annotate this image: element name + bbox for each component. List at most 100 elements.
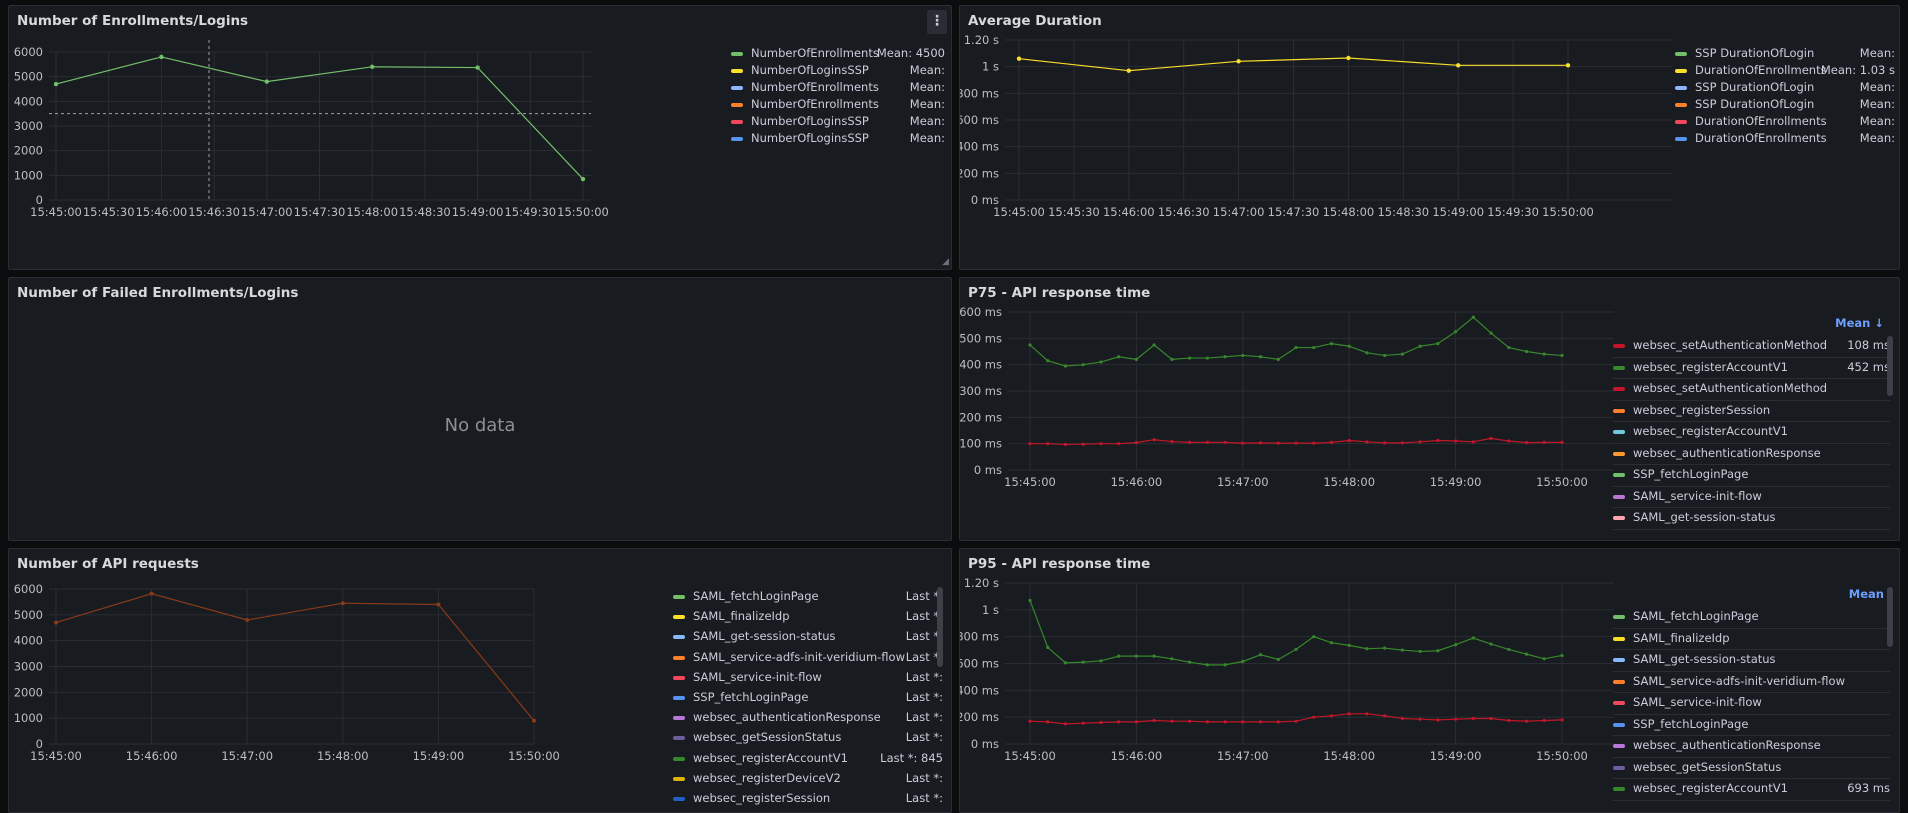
data-point [1276, 441, 1280, 445]
legend-sort-header[interactable]: Mean [1848, 587, 1884, 601]
legend-item[interactable]: websec_registerAccountV1 [1613, 422, 1890, 444]
legend-series-value: Mean: [1859, 131, 1895, 145]
legend-item[interactable]: SAML_get-session-status [1613, 650, 1890, 672]
panel-title: Number of API requests [17, 556, 199, 572]
y-tick-label: 400 ms [959, 683, 999, 697]
legend-series-value: 693 ms [1847, 781, 1890, 795]
legend-scrollbar[interactable] [1887, 336, 1893, 396]
legend-item[interactable]: SAML_service-init-flow [1613, 693, 1890, 715]
legend-series-value: Mean: [1859, 80, 1895, 94]
legend-item[interactable]: SAML_service-adfs-init-veridium-flow [1613, 672, 1890, 693]
x-tick-label: 15:49:00 [1432, 205, 1484, 219]
legend-item[interactable]: websec_registerAccountV1 452 ms [1613, 358, 1890, 379]
legend-color-swatch [1613, 636, 1625, 641]
legend-series-value: Last *: [905, 791, 943, 805]
legend-item[interactable]: SSP DurationOfLogin Mean: [1675, 95, 1895, 111]
x-tick-label: 15:49:30 [1487, 205, 1539, 219]
panel-duration: Average Duration 0 ms 200 ms 400 ms 600 ms 8… [959, 5, 1900, 270]
legend-item[interactable]: DurationOfEnrollments Mean: [1675, 129, 1895, 145]
legend-series-name: SSP_fetchLoginPage [1633, 467, 1749, 481]
legend-item[interactable]: websec_setAuthenticationMethod [1613, 379, 1890, 401]
legend-item[interactable]: SSP_fetchLoginPage [1613, 715, 1890, 736]
legend-color-swatch [673, 696, 685, 700]
legend-item[interactable]: NumberOfEnrollments Mean: 4500 [731, 44, 945, 60]
legend-color-swatch [1613, 344, 1625, 348]
legend-item[interactable]: websec_authenticationResponse Last *: [673, 708, 943, 727]
legend-item[interactable]: SAML_service-adfs-init-veridium-flow Last… [673, 648, 943, 667]
series-line [1029, 316, 1563, 367]
data-point [1046, 359, 1050, 363]
legend-item[interactable]: websec_registerDeviceV2 Last *: [673, 769, 943, 788]
data-point [1117, 720, 1121, 724]
data-point [1524, 652, 1529, 656]
legend-item[interactable]: SAML_get-session-status Last *: [673, 627, 943, 646]
legend-series-name: SAML_get-session-status [1633, 652, 1776, 666]
legend-item[interactable]: SSP_fetchLoginPage Last *: [673, 688, 943, 707]
x-tick-label: 15:47:30 [1268, 205, 1320, 219]
legend-item[interactable]: NumberOfEnrollments Mean: [731, 78, 945, 94]
legend-item[interactable]: SSP DurationOfLogin Mean: [1675, 44, 1895, 60]
data-point [1542, 657, 1546, 661]
data-point [1329, 342, 1334, 346]
legend-color-swatch [673, 675, 685, 680]
resize-handle[interactable]: ◢ [942, 257, 949, 267]
legend-item[interactable]: websec_registerSession [1613, 401, 1890, 422]
y-tick-label: 6000 [14, 45, 43, 59]
legend-color-swatch [1613, 365, 1625, 370]
panel-title: Number of Enrollments/Logins [17, 13, 249, 29]
legend-item[interactable]: websec_getSessionStatus [1613, 758, 1890, 779]
legend-color-swatch [1675, 103, 1687, 107]
legend-item[interactable]: NumberOfEnrollments Mean: [731, 95, 945, 111]
legend-scrollbar[interactable] [937, 587, 943, 667]
panel-menu-button[interactable]: ⋮ [927, 10, 947, 34]
data-point [1471, 315, 1475, 319]
legend-item[interactable]: websec_authenticationResponse [1613, 444, 1890, 465]
legend-series-name: SAML_service-init-flow [693, 669, 822, 684]
data-point [1507, 345, 1511, 350]
legend-item[interactable]: SAML_finalizeIdp [1613, 629, 1890, 650]
legend-item[interactable]: NumberOfLoginsSSP Mean: [731, 129, 945, 145]
legend-scrollbar[interactable] [1887, 587, 1893, 647]
x-tick-label: 15:48:30 [399, 205, 451, 219]
data-point [1152, 438, 1156, 442]
legend-sort-header[interactable]: Mean ↓ [1835, 316, 1884, 330]
legend-series-name: websec_authenticationResponse [1633, 445, 1821, 460]
y-tick-label: 5000 [14, 608, 43, 622]
legend-item[interactable]: websec_registerSession Last *: [673, 789, 943, 808]
legend-color-swatch [673, 655, 685, 660]
legend-item[interactable]: websec_setAuthenticationMethod 108 ms [1613, 336, 1890, 358]
legend-item[interactable]: SAML_fetchLoginPage [1613, 607, 1890, 629]
legend-item[interactable]: SAML_finalizeIdp Last *: [673, 607, 943, 626]
legend-item[interactable]: SAML_service-init-flow Last *: [673, 668, 943, 687]
data-point [1471, 636, 1475, 640]
data-point [1081, 660, 1085, 664]
legend-item[interactable]: SSP DurationOfLogin Mean: [1675, 78, 1895, 94]
x-tick-label: 15:47:00 [241, 205, 293, 219]
x-tick-label: 15:46:30 [1158, 205, 1210, 219]
legend-item[interactable]: DurationOfEnrollments Mean: 1.03 s [1675, 61, 1895, 77]
legend-series-name: NumberOfEnrollments [751, 80, 879, 94]
legend-item[interactable]: websec_registerAccountV1 Last *: 845 [673, 749, 943, 768]
legend-item[interactable]: websec_authenticationResponse [1613, 736, 1890, 758]
legend-color-swatch [1613, 787, 1625, 791]
legend-item[interactable]: websec_registerAccountV1 693 ms [1613, 779, 1890, 801]
legend-item[interactable]: SAML_service-init-flow [1613, 487, 1890, 508]
y-tick-label: 3000 [14, 119, 43, 133]
data-point [1099, 659, 1103, 663]
data-point [475, 65, 480, 70]
legend-series-value: Last *: [905, 710, 943, 725]
legend-item[interactable]: SAML_fetchLoginPage Last *: [673, 587, 943, 606]
data-point [1046, 442, 1050, 446]
legend-item[interactable]: websec_getSessionStatus Last *: [673, 728, 943, 747]
y-tick-label: 0 ms [971, 737, 999, 751]
legend-item[interactable]: NumberOfLoginsSSP Mean: [731, 61, 945, 77]
data-point [1117, 442, 1121, 446]
legend-item[interactable]: DurationOfEnrollments Mean: [1675, 112, 1895, 128]
legend-item[interactable]: NumberOfLoginsSSP Mean: [731, 112, 945, 128]
x-tick-label: 15:46:30 [188, 205, 240, 219]
data-point [436, 602, 441, 607]
legend-series-name: SAML_fetchLoginPage [1633, 609, 1759, 623]
legend-item[interactable]: SSP_fetchLoginPage [1613, 465, 1890, 487]
data-point [1241, 353, 1245, 358]
legend-item[interactable]: SAML_get-session-status [1613, 508, 1890, 530]
